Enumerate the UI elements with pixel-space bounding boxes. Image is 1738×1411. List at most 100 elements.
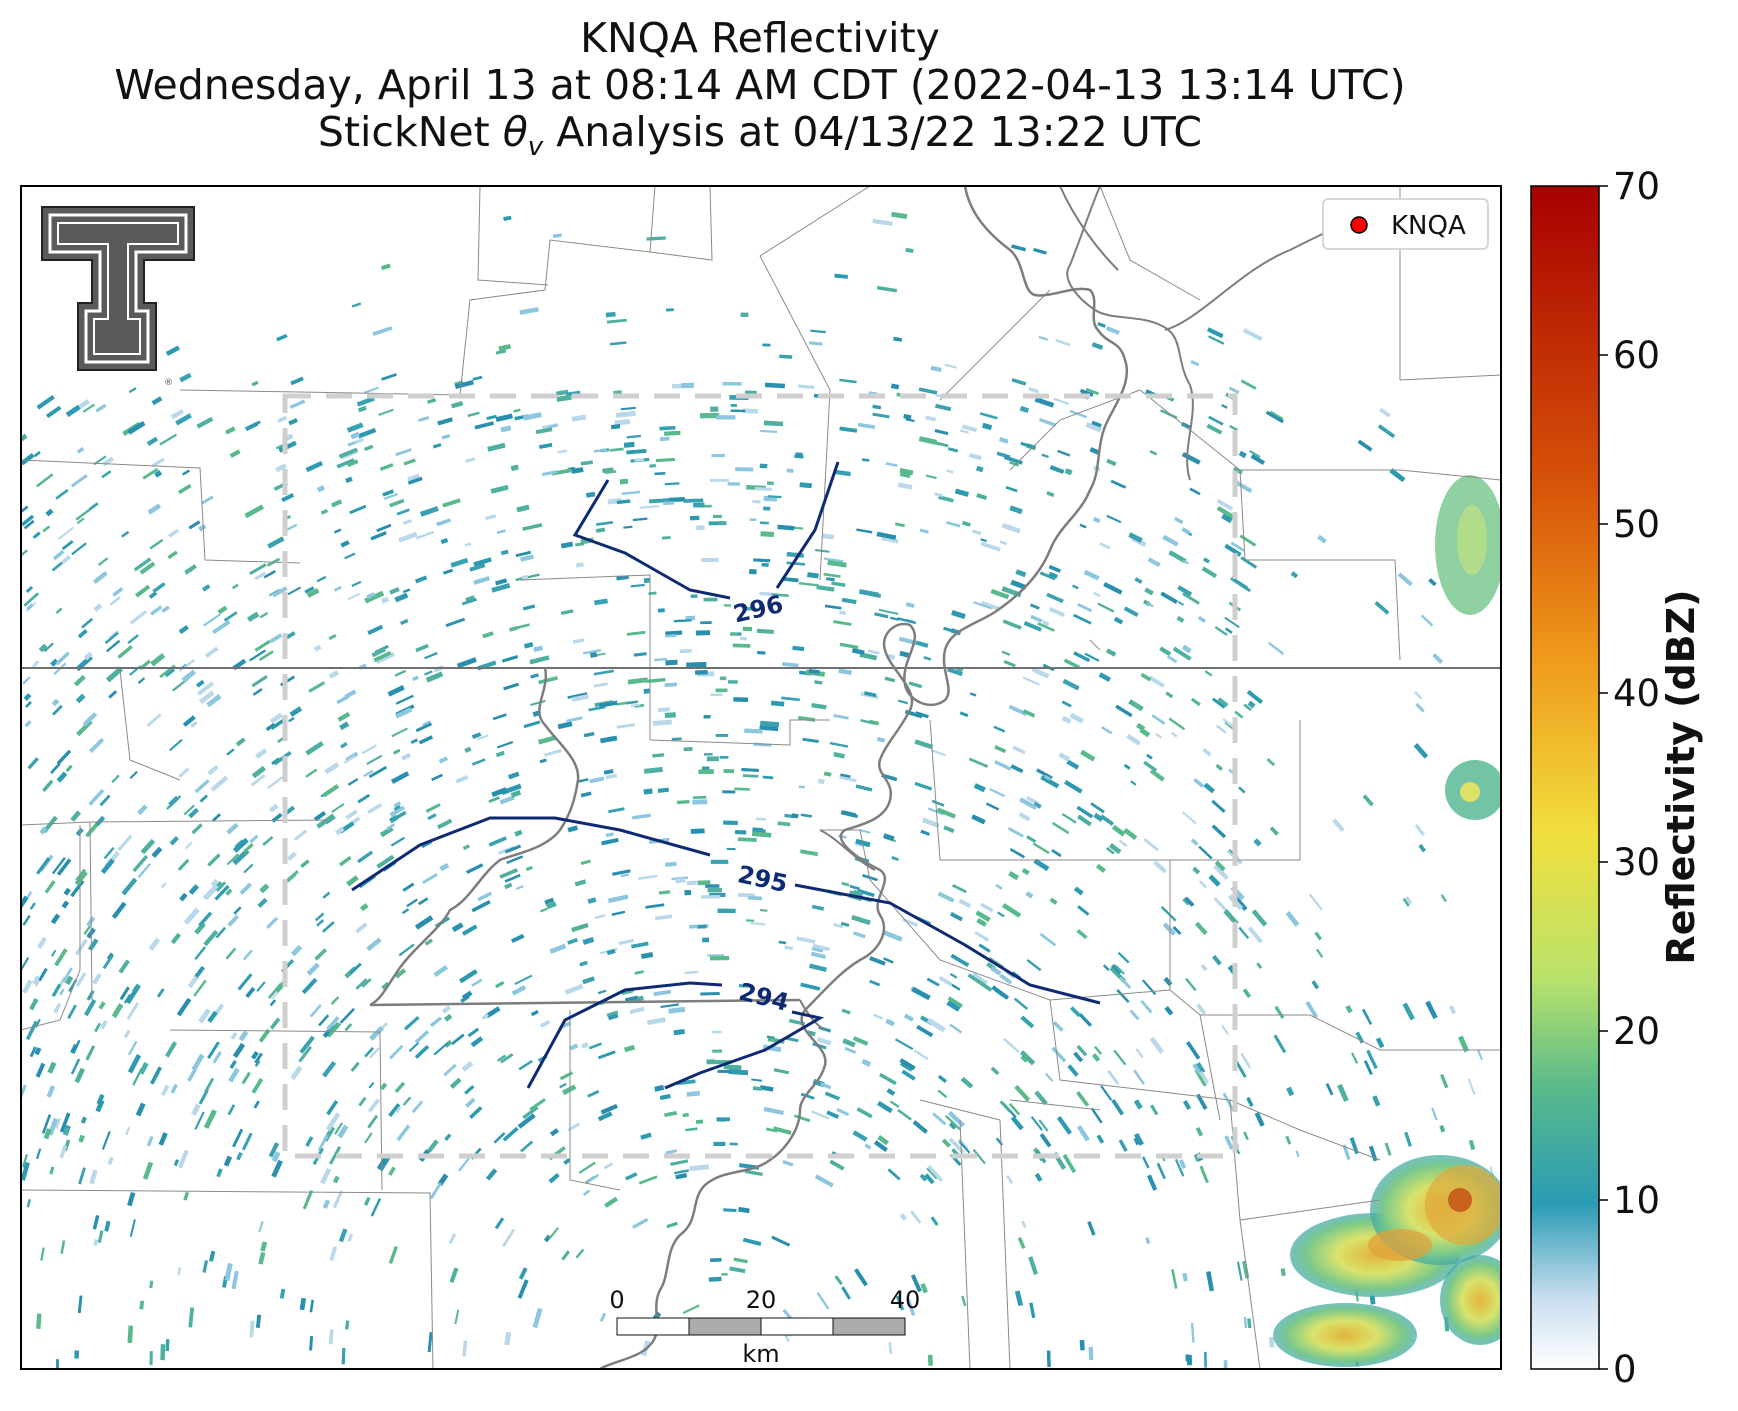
echo-gate bbox=[1022, 676, 1040, 686]
county-line bbox=[21, 1189, 434, 1369]
echo-gate bbox=[1325, 1083, 1334, 1096]
echo-gate bbox=[841, 1008, 851, 1015]
echo-gate bbox=[1182, 592, 1200, 605]
echo-gate bbox=[230, 1031, 238, 1040]
echo-gate bbox=[885, 1018, 896, 1027]
echo-gate bbox=[347, 778, 359, 786]
echo-gate bbox=[1363, 1060, 1373, 1076]
echo-gate bbox=[268, 1142, 279, 1158]
echo-gate bbox=[889, 1100, 900, 1108]
echo-gate bbox=[62, 967, 73, 983]
echo-gate bbox=[765, 1127, 778, 1133]
echo-gate bbox=[170, 932, 181, 945]
echo-gate bbox=[32, 660, 40, 668]
echo-gate bbox=[610, 341, 627, 346]
echo-gate bbox=[877, 1100, 893, 1114]
echo-gate bbox=[1162, 534, 1179, 547]
echo-gate bbox=[589, 776, 605, 784]
echo-gate bbox=[403, 458, 416, 466]
echo-gate bbox=[811, 904, 825, 911]
echo-gate bbox=[743, 606, 754, 611]
echo-gate bbox=[665, 659, 678, 666]
echo-gate bbox=[658, 890, 671, 895]
echo-gate bbox=[128, 1040, 138, 1056]
echo-gate bbox=[121, 877, 138, 896]
echo-gate bbox=[1206, 423, 1223, 435]
echo-gate bbox=[926, 1017, 946, 1033]
echo-gate bbox=[175, 413, 192, 426]
echo-gate bbox=[997, 911, 1005, 918]
echo-gate bbox=[623, 441, 635, 448]
echo-gate bbox=[1079, 523, 1087, 529]
echo-gate bbox=[532, 1307, 543, 1328]
echo-gate bbox=[149, 1066, 163, 1085]
echo-gate bbox=[971, 814, 986, 825]
echo-gate bbox=[305, 741, 324, 756]
echo-gate bbox=[165, 1041, 177, 1058]
echo-gate bbox=[670, 1159, 689, 1166]
echo-gate bbox=[204, 646, 219, 658]
echo-gate bbox=[127, 1053, 142, 1074]
echo-gate bbox=[364, 1132, 373, 1144]
echo-gate bbox=[465, 595, 475, 602]
echo-gate bbox=[25, 1020, 38, 1041]
echo-gate bbox=[538, 735, 557, 745]
county-line bbox=[379, 1031, 383, 1191]
echo-gate bbox=[381, 982, 390, 990]
echo-gate bbox=[1106, 648, 1117, 657]
echo-gate bbox=[495, 413, 513, 422]
echo-gate bbox=[212, 1051, 222, 1064]
echo-gate bbox=[92, 571, 108, 584]
echo-gate bbox=[504, 874, 521, 883]
echo-gate bbox=[567, 1122, 581, 1132]
echo-gate bbox=[461, 990, 473, 1000]
echo-gate bbox=[1143, 837, 1159, 852]
echo-gate bbox=[415, 722, 432, 732]
echo-gate bbox=[742, 1237, 762, 1246]
echo-gate bbox=[827, 560, 847, 568]
echo-gate bbox=[97, 557, 109, 567]
echo-gate bbox=[125, 1126, 131, 1136]
county-line bbox=[759, 255, 831, 581]
echo-gate bbox=[784, 945, 793, 951]
echo-gate bbox=[926, 977, 940, 987]
echo-gate bbox=[269, 803, 279, 813]
county-line bbox=[759, 186, 871, 257]
echo-gate bbox=[26, 1199, 31, 1208]
echo-gate bbox=[705, 884, 720, 888]
echo-gate bbox=[679, 649, 692, 654]
echo-gate bbox=[93, 603, 103, 612]
echo-gate bbox=[708, 1276, 722, 1282]
echo-gate bbox=[1011, 244, 1026, 252]
echo-gate bbox=[1448, 1005, 1457, 1015]
echo-gate bbox=[488, 836, 507, 847]
echo-gate bbox=[173, 1159, 180, 1167]
echo-gate bbox=[1160, 906, 1177, 922]
echo-gate bbox=[393, 748, 401, 755]
echo-gate bbox=[93, 1239, 99, 1246]
echo-gate bbox=[126, 1002, 140, 1020]
echo-gate bbox=[722, 381, 742, 386]
echo-gate bbox=[1113, 616, 1124, 625]
echo-gate bbox=[897, 482, 913, 490]
contour-294-right bbox=[664, 1010, 825, 1090]
echo-gate bbox=[744, 1169, 763, 1176]
echo-gate bbox=[1190, 697, 1201, 707]
echo-gate bbox=[443, 1063, 457, 1077]
echo-gate bbox=[215, 926, 227, 939]
echo-gate bbox=[299, 1035, 315, 1054]
county-line bbox=[929, 719, 1301, 861]
echo-gate bbox=[363, 386, 379, 394]
echo-gate bbox=[544, 897, 555, 905]
echo-gate bbox=[1159, 646, 1172, 656]
echo-gate bbox=[198, 1008, 211, 1024]
echo-gate bbox=[1295, 1150, 1300, 1158]
echo-gate bbox=[810, 951, 826, 959]
chart-title: KNQA Reflectivity bbox=[580, 14, 940, 62]
echo-gate bbox=[194, 966, 205, 978]
echo-gate bbox=[881, 773, 898, 782]
echo-gate bbox=[560, 609, 574, 615]
echo-gate bbox=[21, 433, 28, 443]
echo-gate bbox=[606, 1010, 619, 1017]
echo-gate bbox=[203, 613, 221, 627]
